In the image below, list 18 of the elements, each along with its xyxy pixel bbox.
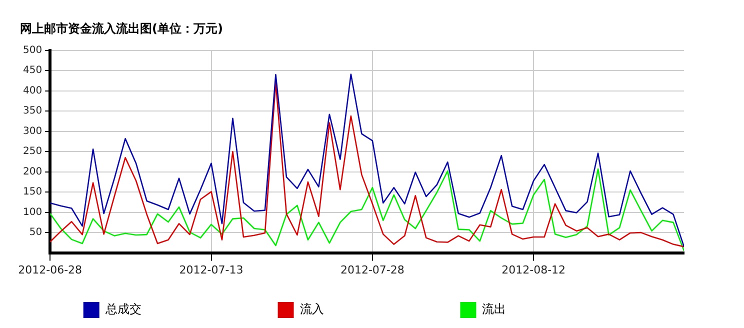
y-tick-label: 500 <box>22 44 42 56</box>
y-tick-label: 200 <box>22 166 42 178</box>
y-tick-label: 300 <box>22 126 42 137</box>
y-tick-label: 50 <box>29 227 42 238</box>
x-tick-label: 2012-08-12 <box>502 263 566 276</box>
y-tick-label: 100 <box>22 206 42 218</box>
y-tick-label: 400 <box>22 85 42 96</box>
x-tick-label: 2012-07-13 <box>179 263 244 276</box>
y-tick-label: 350 <box>22 106 42 117</box>
y-tick-label: 250 <box>22 146 42 158</box>
legend-label: 流入 <box>300 302 438 316</box>
legend-label: 总成交 <box>104 302 256 316</box>
y-tick-label: 450 <box>22 65 42 76</box>
x-tick-label: 2012-06-28 <box>18 263 82 276</box>
legend-label: 流出 <box>482 302 621 316</box>
y-tick-label: 150 <box>22 186 42 198</box>
chart-title: 网上邮市资金流入流出图(单位：万元) <box>20 21 223 36</box>
x-tick-label: 2012-07-28 <box>340 263 404 276</box>
